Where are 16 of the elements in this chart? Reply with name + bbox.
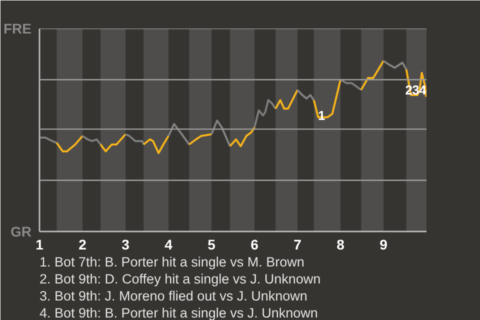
- x-tick-label: 4: [164, 236, 173, 252]
- x-tick-label: 1: [36, 236, 44, 252]
- x-tick-label: 8: [336, 236, 345, 252]
- text: 4. Bot 9th: B. Porter hit a single vs J. Unknown: [40, 306, 318, 320]
- x-tick-label: 2: [78, 236, 87, 252]
- x-tick-label: 3: [122, 236, 130, 252]
- text: GR: [10, 224, 32, 240]
- text: 1. Bot 7th: B. Porter hit a single vs M. Brown: [40, 254, 304, 270]
- annotation: 3: [412, 82, 420, 98]
- x-tick-label: 9: [380, 236, 388, 252]
- text: FRE: [4, 20, 32, 36]
- text: 3. Bot 9th: J. Moreno flied out vs J. Unknown: [40, 288, 308, 304]
- x-tick-label: 7: [294, 236, 302, 252]
- x-tick-label: 5: [208, 236, 216, 252]
- text: 2. Bot 9th: D. Coffey hit a single vs J. Unknown: [40, 272, 321, 286]
- x-tick-label: 6: [250, 236, 259, 252]
